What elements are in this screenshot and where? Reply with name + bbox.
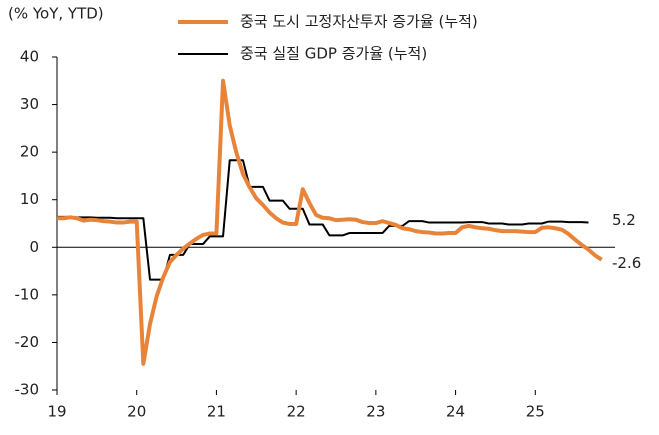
y-axis-title: (% YoY, YTD)	[8, 5, 104, 23]
end-label: 5.2	[612, 211, 636, 229]
y-tick-label: 30	[20, 95, 39, 113]
y-tick-label: -10	[15, 285, 40, 303]
legend-label: 중국 실질 GDP 증가율 (누적)	[240, 45, 427, 63]
y-tick-label: 0	[29, 238, 39, 256]
x-tick-label: 25	[526, 403, 545, 421]
y-tick-label: -30	[15, 381, 40, 399]
y-tick-label: 10	[20, 190, 39, 208]
x-tick-label: 23	[366, 403, 385, 421]
x-tick-label: 21	[207, 403, 226, 421]
y-tick-label: 20	[20, 143, 39, 161]
y-tick-label: -20	[15, 333, 40, 351]
series-line	[57, 159, 589, 281]
x-tick-label: 20	[127, 403, 146, 421]
x-tick-label: 22	[287, 403, 306, 421]
x-tick-label: 24	[446, 403, 465, 421]
y-tick-label: 40	[20, 48, 39, 66]
x-tick-label: 19	[47, 403, 66, 421]
end-label: -2.6	[612, 254, 641, 272]
series-line	[57, 78, 603, 366]
legend-label: 중국 도시 고정자산투자 증가율 (누적)	[240, 13, 478, 31]
